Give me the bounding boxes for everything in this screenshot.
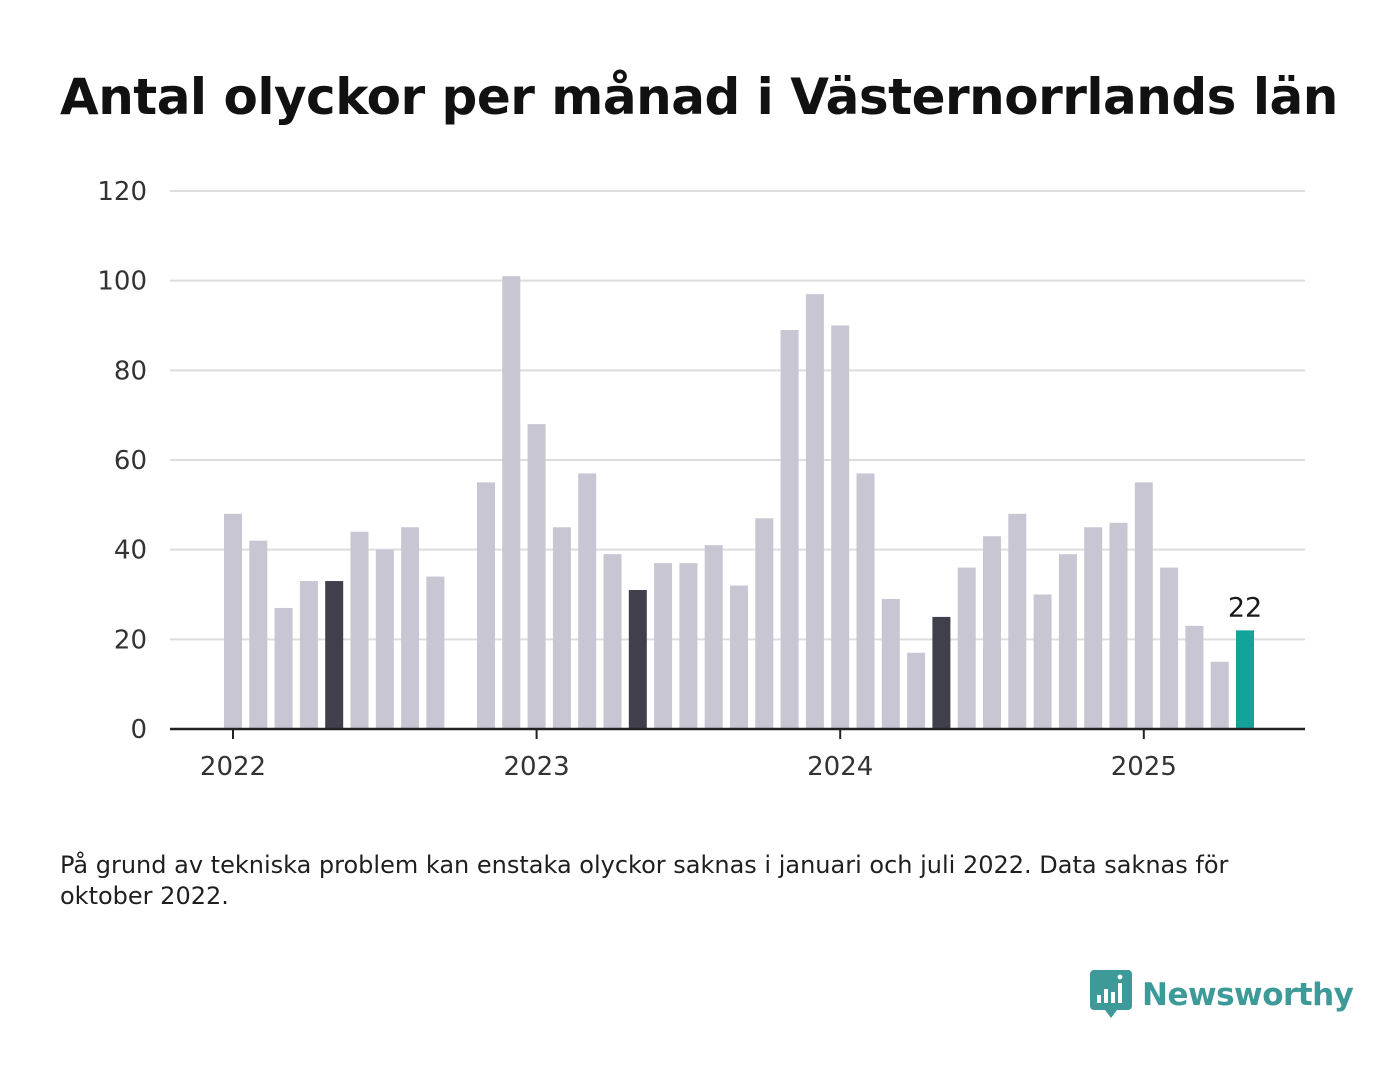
bar-2025-02 (1160, 567, 1179, 729)
x-tick-label: 2023 (504, 752, 570, 782)
bar-2023-05 (628, 590, 647, 729)
x-tick-label: 2022 (200, 752, 266, 782)
y-axis-tick-labels: 0 20 40 60 80 100 120 (97, 177, 147, 745)
bar-2025-04 (1210, 661, 1229, 729)
y-tick-label: 40 (114, 536, 147, 566)
bar-2024-11 (1084, 527, 1103, 729)
y-tick-label: 100 (97, 267, 147, 297)
bar-2023-01 (527, 424, 546, 729)
brand: Newsworthy (1090, 970, 1354, 1020)
bar-2022-09 (426, 576, 445, 729)
bar-2023-11 (780, 329, 799, 729)
bar-2024-01 (831, 325, 850, 729)
bar-2025-05 (1236, 630, 1254, 729)
bar-2024-05 (932, 616, 951, 729)
bar-2022-12 (502, 276, 521, 729)
bar-chart: 0 20 40 60 80 100 120 22 2022 2023 2024 2025 (97, 177, 1305, 782)
y-tick-label: 80 (114, 356, 147, 386)
footnote: På grund av tekniska problem kan enstaka… (60, 851, 1229, 910)
bar-2024-10 (1058, 554, 1077, 729)
newsworthy-logo-icon (1090, 970, 1132, 1018)
bar-2024-06 (957, 567, 976, 729)
bar-2024-04 (907, 652, 926, 729)
y-tick-label: 120 (97, 177, 147, 207)
bar-2024-03 (881, 598, 900, 729)
bar-2022-04 (299, 581, 318, 729)
chart-title: Antal olyckor per månad i Västernorrland… (60, 68, 1338, 126)
bar-2023-08 (704, 545, 723, 729)
bar-2024-12 (1109, 522, 1128, 729)
bars (224, 276, 1254, 729)
brand-name: Newsworthy (1142, 977, 1354, 1013)
bar-2023-06 (654, 563, 673, 729)
bar-2022-08 (401, 527, 420, 729)
bar-2023-03 (578, 473, 597, 729)
bar-2024-08 (1008, 513, 1027, 729)
bar-2024-02 (856, 473, 875, 729)
bar-2025-01 (1134, 482, 1153, 729)
y-tick-label: 0 (130, 715, 147, 745)
gridlines (170, 190, 1305, 641)
bar-2024-09 (1033, 594, 1052, 729)
bar-2022-03 (274, 607, 293, 729)
bar-2023-02 (552, 527, 571, 729)
bar-2022-01 (224, 513, 242, 729)
bar-2022-02 (249, 540, 268, 729)
bar-2025-03 (1185, 625, 1204, 729)
bar-2024-07 (983, 536, 1001, 729)
x-tick-label: 2025 (1111, 752, 1177, 782)
y-tick-label: 20 (114, 625, 147, 655)
data-label-2025-05: 22 (1228, 592, 1262, 623)
x-tick-label: 2024 (807, 752, 873, 782)
bar-2022-06 (350, 531, 369, 729)
y-tick-label: 60 (114, 446, 147, 476)
bar-2022-11 (477, 482, 495, 729)
bar-2023-04 (603, 554, 622, 729)
bar-2023-09 (730, 585, 748, 729)
data-labels: 22 (1228, 592, 1262, 623)
bar-2023-10 (755, 518, 774, 729)
bar-2022-05 (325, 581, 344, 729)
bar-2023-07 (679, 563, 698, 729)
bar-2023-12 (805, 294, 824, 729)
x-axis: 2022 2023 2024 2025 (170, 727, 1305, 782)
bar-2022-07 (375, 549, 394, 729)
